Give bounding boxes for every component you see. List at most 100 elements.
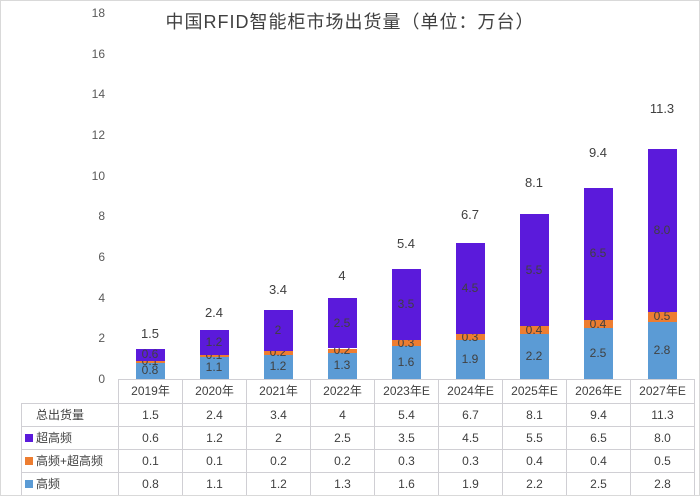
category-header-cell: 2023年E (374, 379, 439, 404)
table-value-cell: 4.5 (438, 426, 503, 450)
data-table: 2019年 2020年 2021年 2022年 2023年E 2024年E 2025年E 20… (21, 379, 695, 495)
table-value-cell: 1.9 (438, 472, 503, 495)
category-header-cell: 2019年 (118, 379, 183, 404)
bar-segment: 2.2 (519, 334, 549, 379)
table-value-cell: 0.5 (630, 449, 695, 473)
bar-segment: 1.9 (455, 340, 485, 379)
table-row: 超高频 0.6 1.2 2 2.5 3.5 4.5 5.5 6.5 8.0 (21, 426, 695, 450)
table-row: 高频 0.8 1.1 1.2 1.3 1.6 1.9 2.2 2.5 2.8 (21, 472, 695, 495)
series-name-label: 超高频 (36, 431, 73, 445)
table-value-cell: 6.7 (438, 403, 503, 427)
bar-segment: 2.5 (327, 297, 357, 349)
bar-segment-label: 3.5 (397, 297, 415, 312)
bar-segment-label: 1.2 (205, 334, 223, 349)
bar-segment-label: 2.5 (589, 346, 607, 361)
table-value-cell: 3.5 (374, 426, 439, 450)
table-value-cell: 2.4 (182, 403, 247, 427)
total-label: 9.4 (588, 144, 608, 160)
bar-segment-label: 8.0 (653, 223, 671, 238)
bar-segment-label: 1.1 (205, 360, 223, 375)
table-row: 高频+超高频 0.1 0.1 0.2 0.2 0.3 0.3 0.4 0.4 0.5 (21, 449, 695, 473)
table-value-cell: 8.1 (502, 403, 567, 427)
table-value-cell: 11.3 (630, 403, 695, 427)
table-value-cell: 2.2 (502, 472, 567, 495)
series-name-label: 高频+超高频 (36, 454, 104, 468)
y-axis-tick-label: 16 (91, 46, 105, 61)
bar-segment-label: 1.2 (269, 359, 287, 374)
bar-segment: 0.2 (263, 346, 293, 359)
bar-segment-label: 0.4 (525, 322, 543, 337)
table-value-cell: 0.4 (566, 449, 631, 473)
bar-segment-label: 5.5 (525, 262, 543, 277)
table-value-cell: 1.6 (374, 472, 439, 495)
y-axis-tick-label: 2 (98, 331, 105, 346)
table-value-cell: 0.8 (118, 472, 183, 495)
bar-segment: 1.3 (327, 352, 357, 379)
table-value-cell: 0.1 (118, 449, 183, 473)
total-label: 1.5 (140, 325, 160, 341)
y-axis-tick-label: 18 (91, 6, 105, 20)
chart-title: 中国RFID智能柜市场出货量（单位：万台） (165, 12, 535, 32)
table-value-cell: 1.3 (310, 472, 375, 495)
bar-segment: 1.2 (263, 354, 293, 379)
y-axis-tick-label: 12 (91, 128, 105, 142)
bar-segment: 0.3 (455, 330, 485, 343)
bar-segment-label: 0.6 (141, 347, 159, 362)
bar-segment-label: 0.4 (589, 316, 607, 331)
table-value-cell: 6.5 (566, 426, 631, 450)
y-axis-tick-label: 4 (98, 290, 105, 305)
category-header-cell: 2026年E (566, 379, 631, 404)
table-value-cell: 1.5 (118, 403, 183, 427)
bar-segment: 0.3 (391, 336, 421, 349)
table-value-cell: 2 (246, 426, 311, 450)
bar-segment: 0.5 (647, 310, 677, 323)
legend-key-icon (25, 480, 33, 489)
category-header-cell: 2024年E (438, 379, 503, 404)
bar-segment-label: 0.8 (141, 363, 159, 378)
bar-segment-label: 2.8 (653, 343, 671, 358)
bar-segment: 6.5 (583, 187, 613, 321)
table-value-cell: 1.2 (182, 426, 247, 450)
table-value-cell: 2.5 (310, 426, 375, 450)
bar-segment: 0.1 (199, 349, 229, 362)
table-value-cell: 0.1 (182, 449, 247, 473)
bar-segment: 1.1 (199, 356, 229, 379)
bar-segment: 4.5 (455, 242, 485, 335)
total-label: 8.1 (524, 174, 544, 190)
bar-segment: 2 (263, 309, 293, 351)
bar-segment: 1.6 (391, 346, 421, 379)
bar-segment: 2.5 (583, 328, 613, 379)
category-header-cell: 2021年 (246, 379, 311, 404)
table-value-cell: 0.6 (118, 426, 183, 450)
table-blank-cell (22, 380, 119, 404)
total-label: 4 (338, 268, 346, 284)
total-label: 2.4 (204, 305, 224, 321)
bar-segment: 0.8 (135, 362, 165, 379)
total-label: 11.3 (649, 101, 675, 117)
bar-segment: 1.2 (199, 330, 229, 355)
table-value-cell: 4 (310, 403, 375, 427)
category-header-cell: 2020年 (182, 379, 247, 404)
bar-segment-label: 4.5 (461, 281, 479, 296)
total-label: 3.4 (268, 282, 288, 298)
bar-segment: 5.5 (519, 214, 549, 327)
legend-key-icon (25, 434, 33, 443)
table-value-cell: 0.4 (502, 449, 567, 473)
bar-segment-label: 2 (274, 322, 282, 337)
table-value-cell: 9.4 (566, 403, 631, 427)
y-axis-tick-label: 10 (91, 168, 105, 183)
table-value-cell: 5.5 (502, 426, 567, 450)
table-value-cell: 8.0 (630, 426, 695, 450)
bar-segment: 0.4 (519, 322, 549, 337)
total-label: 6.7 (460, 206, 480, 222)
bar-segment: 0.6 (135, 347, 165, 362)
category-header-cell: 2025年E (502, 379, 567, 404)
category-header-row: 2019年 2020年 2021年 2022年 2023年E 2024年E 2025年E 20… (22, 379, 695, 404)
table-value-cell: 3.4 (246, 403, 311, 427)
table-row-label: 超高频 (21, 426, 119, 450)
table-value-cell: 5.4 (374, 403, 439, 427)
table-value-cell: 2.5 (566, 472, 631, 495)
y-axis-tick-label: 8 (98, 209, 105, 224)
y-axis-tick-label: 6 (98, 250, 105, 264)
